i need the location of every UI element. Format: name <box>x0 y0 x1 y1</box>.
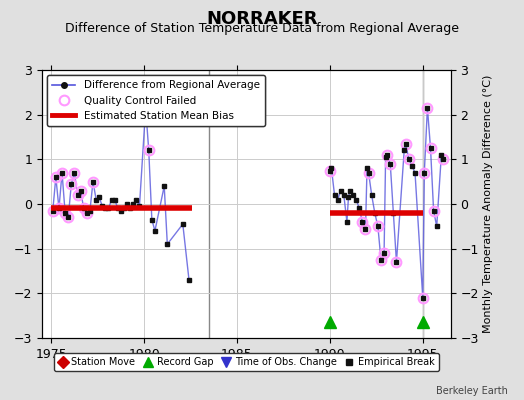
Text: NORRAKER: NORRAKER <box>206 10 318 28</box>
Text: Difference of Station Temperature Data from Regional Average: Difference of Station Temperature Data f… <box>65 22 459 35</box>
Text: Berkeley Earth: Berkeley Earth <box>436 386 508 396</box>
Legend: Difference from Regional Average, Quality Control Failed, Estimated Station Mean: Difference from Regional Average, Qualit… <box>47 75 265 126</box>
Legend: Station Move, Record Gap, Time of Obs. Change, Empirical Break: Station Move, Record Gap, Time of Obs. C… <box>54 353 439 371</box>
Y-axis label: Monthly Temperature Anomaly Difference (°C): Monthly Temperature Anomaly Difference (… <box>483 75 493 333</box>
